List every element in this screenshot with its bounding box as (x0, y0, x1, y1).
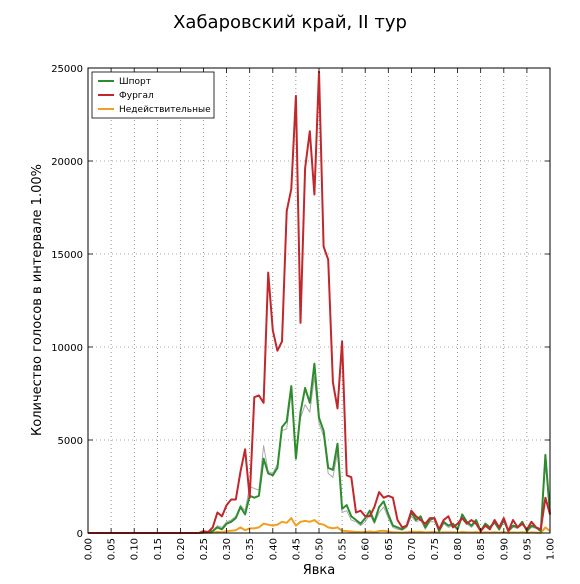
x-tick-label: 0.10 (130, 538, 141, 560)
x-tick-label: 0.55 (338, 538, 349, 560)
x-tick-label: 0.05 (107, 538, 118, 560)
x-tick-label: 0.40 (268, 538, 279, 560)
x-tick-label: 0.35 (245, 538, 256, 560)
legend-label-invalid: Недействительные (119, 105, 211, 115)
x-tick-label: 0.85 (476, 538, 487, 560)
x-tick-label: 0.80 (453, 538, 464, 560)
x-axis: 0.00 0.05 0.10 0.15 0.20 0.25 0.30 0.35 0.40 0.45… (84, 68, 557, 560)
x-tick-label: 0.45 (291, 538, 302, 560)
x-axis-label: Явка (303, 563, 336, 578)
x-tick-label: 0.70 (407, 538, 418, 560)
grid (88, 68, 550, 533)
x-tick-label: 0.50 (315, 538, 326, 560)
y-axis-label: Количество голосов в интервале 1.00% (30, 164, 45, 436)
x-tick-label: 1.00 (546, 538, 557, 560)
x-tick-label: 0.90 (499, 538, 510, 560)
x-tick-label: 0.75 (430, 538, 441, 560)
x-tick-label: 0.30 (222, 538, 233, 560)
y-axis: 0 5000 10000 15000 20000 25000 (51, 64, 550, 540)
x-tick-label: 0.15 (153, 538, 164, 560)
chart-title: Хабаровский край, II тур (173, 12, 407, 33)
x-tick-label: 0.95 (522, 538, 533, 560)
legend-label-furgal: Фургал (119, 91, 154, 101)
x-tick-label: 0.25 (199, 538, 210, 560)
x-tick-label: 0.20 (176, 538, 187, 560)
y-tick-label: 20000 (51, 157, 83, 168)
legend-label-shport: Шпорт (119, 77, 151, 87)
x-tick-label: 0.00 (84, 538, 95, 560)
y-tick-label: 5000 (58, 436, 83, 447)
legend: Шпорт Фургал Недействительные (91, 71, 215, 119)
y-tick-label: 25000 (51, 64, 83, 75)
y-tick-label: 15000 (51, 250, 83, 261)
y-tick-label: 10000 (51, 343, 83, 354)
x-tick-label: 0.60 (361, 538, 372, 560)
y-tick-label: 0 (77, 529, 83, 540)
x-tick-label: 0.65 (384, 538, 395, 560)
